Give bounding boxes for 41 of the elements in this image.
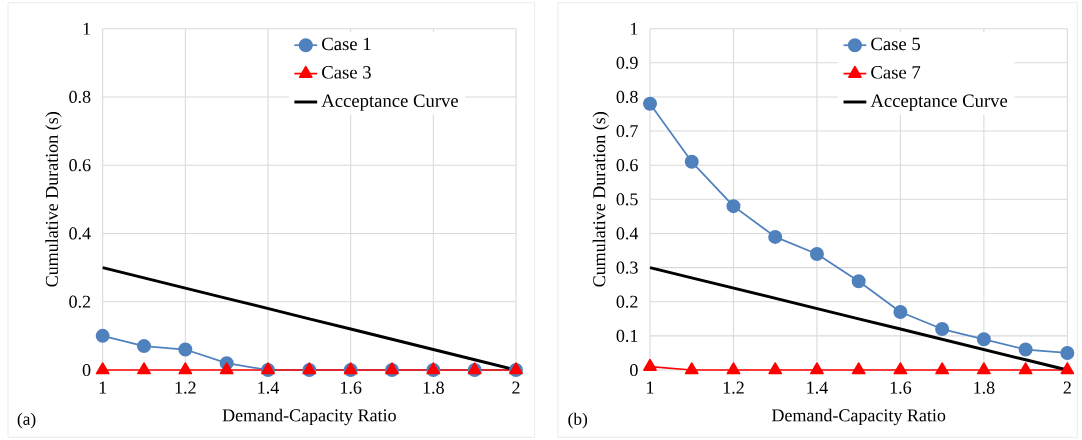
legend-label: Acceptance Curve	[321, 94, 458, 111]
legend-label: Case 3	[322, 66, 371, 79]
y-tick-label: 0.2	[69, 295, 91, 308]
y-tick-label: 0.4	[616, 227, 639, 240]
x-tick-label: 1.4	[258, 381, 279, 394]
y-tick-label: 0.4	[69, 227, 91, 240]
x-tick-label: 1.6	[341, 381, 362, 394]
y-tick-label: 0.9	[616, 56, 638, 69]
x-tick-label: 2	[1063, 381, 1071, 394]
y-tick-label: 0.6	[69, 159, 91, 172]
x-tick-label: 1.8	[974, 381, 995, 394]
y-tick-label: 0.7	[616, 124, 638, 138]
y-tick-label: 1	[83, 22, 90, 35]
x-tick-label: 1.4	[807, 381, 828, 394]
x-tick-label: 1	[647, 381, 654, 394]
y-tick-label: 0.6	[616, 159, 638, 172]
legend-label: Acceptance Curve	[870, 94, 1008, 111]
x-tick-label: 1.2	[175, 381, 196, 394]
y-axis-title: Cumulative Duration (s)	[592, 112, 609, 287]
y-axis-title: Cumulative Duration (s)	[45, 112, 62, 287]
legend-label: Case 1	[322, 37, 371, 51]
y-tick-label: 0.8	[616, 90, 638, 104]
x-axis-title: Demand-Capacity Ratio	[222, 408, 396, 426]
y-tick-label: 0.5	[616, 193, 638, 206]
x-tick-label: 1.2	[723, 381, 744, 394]
text: (b)	[568, 412, 588, 429]
y-tick-label: 0.8	[69, 90, 91, 104]
y-tick-label: 0.1	[616, 329, 638, 342]
x-tick-label: 1.6	[890, 381, 912, 394]
x-tick-label: 1	[99, 381, 107, 394]
y-tick-label: 0.3	[616, 261, 638, 274]
x-axis-title: Demand-Capacity Ratio	[771, 408, 946, 426]
y-tick-label: 1	[630, 22, 638, 35]
legend-label: Case 5	[871, 37, 920, 51]
text: (a)	[17, 412, 36, 429]
y-tick-label: 0.2	[616, 295, 638, 308]
x-tick-label: 2	[512, 381, 520, 394]
legend-label: Case 7	[871, 66, 921, 79]
x-tick-label: 1.8	[423, 381, 444, 394]
y-tick-label: 0	[630, 363, 638, 377]
y-tick-label: 0	[82, 363, 91, 377]
